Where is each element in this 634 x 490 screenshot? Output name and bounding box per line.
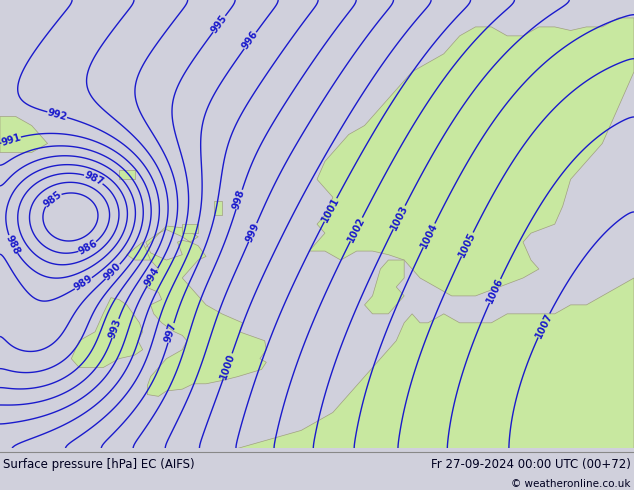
Text: 997: 997: [164, 322, 179, 344]
Text: 1002: 1002: [346, 215, 367, 244]
Text: 989: 989: [72, 273, 94, 293]
Text: 995: 995: [209, 13, 230, 35]
Text: © weatheronline.co.uk: © weatheronline.co.uk: [512, 479, 631, 489]
Text: 992: 992: [46, 107, 68, 122]
Text: 990: 990: [102, 261, 124, 282]
Text: Surface pressure [hPa] EC (AIFS): Surface pressure [hPa] EC (AIFS): [3, 458, 195, 471]
Text: 991: 991: [0, 132, 22, 148]
Text: Fr 27-09-2024 00:00 UTC (00+72): Fr 27-09-2024 00:00 UTC (00+72): [431, 458, 631, 471]
Text: 1007: 1007: [533, 311, 554, 340]
Text: 999: 999: [244, 221, 261, 244]
Text: 1006: 1006: [485, 276, 505, 305]
Text: 1000: 1000: [219, 351, 237, 380]
Text: 986: 986: [77, 238, 99, 257]
Text: 987: 987: [82, 170, 105, 188]
Text: 994: 994: [143, 266, 162, 288]
Text: 985: 985: [41, 189, 63, 209]
Text: 1005: 1005: [457, 230, 477, 259]
Text: 1004: 1004: [418, 221, 439, 250]
Text: 993: 993: [107, 317, 124, 340]
Text: 996: 996: [240, 29, 260, 51]
Text: 988: 988: [4, 233, 22, 256]
Text: 1001: 1001: [320, 196, 341, 224]
Text: 998: 998: [231, 188, 247, 211]
Text: 1003: 1003: [389, 203, 410, 232]
